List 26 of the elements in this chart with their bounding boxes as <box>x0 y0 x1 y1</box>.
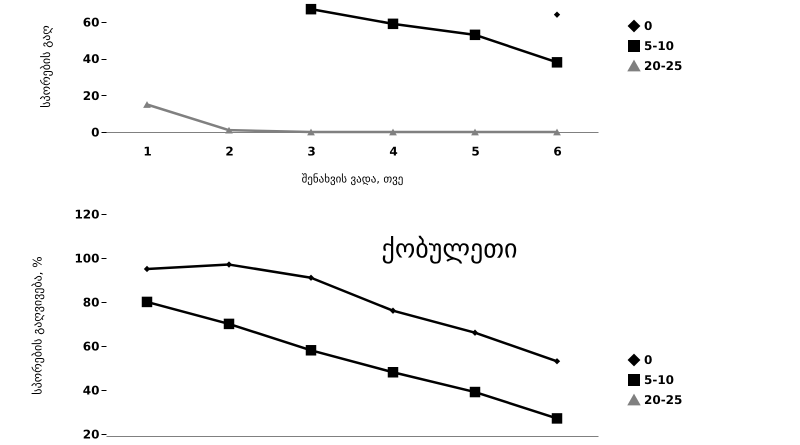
legend-label: 20-25 <box>644 59 682 73</box>
x-tick-label: 2 <box>225 144 234 158</box>
y-tick-label: 60 <box>82 339 100 354</box>
x-tick-label: 1 <box>143 144 152 158</box>
x-tick-label: 4 <box>389 144 398 158</box>
legend-label: 0 <box>644 19 652 33</box>
y-tick-label: 20 <box>82 427 100 442</box>
legend-label: 20-25 <box>644 393 682 407</box>
y-axis-title: სპორების გაღვივება, % <box>30 256 44 395</box>
y-tick-label: 80 <box>82 295 100 310</box>
y-tick-label: 100 <box>74 251 100 266</box>
annotation: ქობულეთი <box>382 234 518 265</box>
legend-label: 0 <box>644 353 652 367</box>
legend-label: 5-10 <box>644 373 674 387</box>
x-tick-label: 6 <box>553 144 562 158</box>
x-axis-title: შენახვის ვადა, თვე <box>302 172 404 186</box>
y-axis-title: სპორების გაღ <box>38 25 53 108</box>
y-tick-label: 40 <box>82 383 100 398</box>
y-tick-label: 60 <box>82 16 100 30</box>
y-tick-label: 120 <box>74 208 100 222</box>
legend-label: 5-10 <box>644 39 674 53</box>
y-tick-label: 40 <box>82 52 100 66</box>
y-tick-label: 0 <box>91 126 100 140</box>
x-tick-label: 5 <box>471 144 480 158</box>
x-tick-label: 3 <box>307 144 316 158</box>
y-tick-label: 20 <box>82 88 100 103</box>
